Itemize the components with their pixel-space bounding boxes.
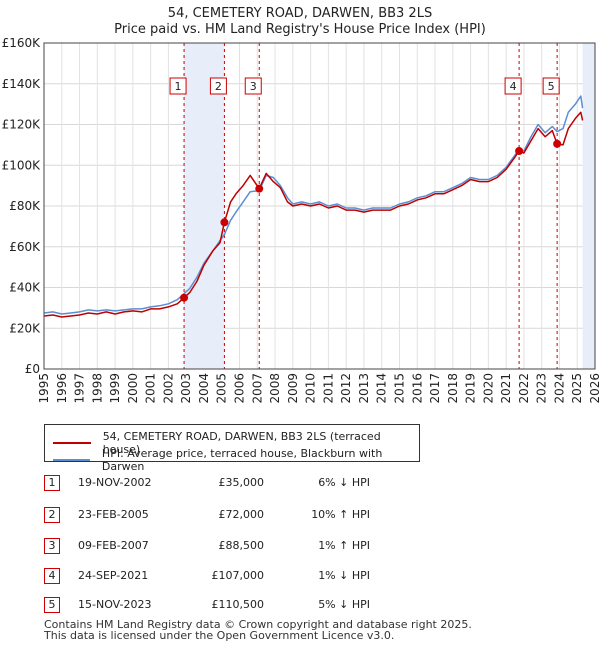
x-tick-label: 2024: [552, 373, 566, 404]
x-tick-label: 2016: [410, 373, 424, 404]
y-tick-label: £120K: [2, 118, 42, 132]
transaction-price: £110,500: [211, 598, 265, 611]
x-tick-label: 2000: [126, 373, 140, 404]
transaction-number-badge: 4: [44, 568, 60, 584]
y-tick-label: £160K: [2, 36, 42, 50]
x-tick-label: 2006: [233, 373, 247, 404]
transaction-hpi-change: 10% ↑ HPI: [311, 508, 370, 521]
legend-swatch-property: [53, 442, 91, 444]
transaction-number-badge: 5: [44, 597, 60, 613]
x-tick-label: 2021: [499, 373, 513, 404]
legend-label-property: 54, CEMETERY ROAD, DARWEN, BB3 2LS (terr…: [102, 430, 381, 456]
transaction-hpi-change: 1% ↓ HPI: [318, 569, 370, 582]
sale-point-4: [515, 146, 524, 155]
transaction-price: £35,000: [218, 476, 265, 489]
x-tick-label: 2014: [375, 373, 389, 404]
transaction-hpi-change: 5% ↓ HPI: [318, 598, 370, 611]
x-tick-label: 2004: [197, 373, 211, 404]
price-chart: 54, CEMETERY ROAD, DARWEN, BB3 2LS Price…: [2, 6, 600, 404]
x-tick-label: 2013: [357, 373, 371, 404]
footer: Contains HM Land Registry data © Crown c…: [44, 619, 472, 641]
transaction-date: 09-FEB-2007: [78, 539, 149, 552]
transaction-number-badge: 2: [44, 507, 60, 523]
sale-point-3: [255, 184, 264, 193]
legend-item-hpi: HPI: Average price, terraced house, Blac…: [53, 447, 419, 473]
y-tick-label: £80K: [9, 199, 41, 213]
y-tick-label: £60K: [9, 240, 41, 254]
x-tick-label: 1999: [108, 373, 122, 404]
sale-marker-label-1: 1: [175, 80, 182, 93]
transaction-price: £72,000: [218, 508, 265, 521]
x-tick-label: 2025: [570, 373, 584, 404]
y-tick-label: £0: [25, 362, 40, 376]
sale-marker-box-2: [209, 77, 227, 95]
footer-licence: This data is licensed under the Open Gov…: [44, 629, 395, 642]
x-tick-label: 2003: [179, 373, 193, 404]
table-row: 4 24-SEP-2021 £107,000 1% ↓ HPI: [0, 568, 420, 588]
x-tick-label: 2023: [535, 373, 549, 404]
transaction-hpi-change: 6% ↓ HPI: [318, 476, 370, 489]
sale-point-5: [553, 139, 562, 148]
x-tick-label: 2022: [517, 373, 531, 404]
transaction-number-badge: 1: [44, 475, 60, 491]
y-tick-label: £40K: [9, 281, 41, 295]
sale-marker-label-4: 4: [510, 80, 517, 93]
x-tick-label: 2002: [161, 373, 175, 404]
y-tick-label: £20K: [9, 321, 41, 335]
transaction-date: 19-NOV-2002: [78, 476, 152, 489]
transaction-date: 24-SEP-2021: [78, 569, 149, 582]
table-row: 2 23-FEB-2005 £72,000 10% ↑ HPI: [0, 507, 420, 527]
transaction-price: £107,000: [211, 569, 265, 582]
x-tick-label: 1998: [90, 373, 104, 404]
x-tick-label: 2009: [286, 373, 300, 404]
y-tick-label: £100K: [2, 158, 42, 172]
chart-subtitle: Price paid vs. HM Land Registry's House …: [114, 22, 486, 37]
sale-marker-label-3: 3: [250, 80, 257, 93]
x-tick-label: 2015: [392, 373, 406, 404]
chart-title: 54, CEMETERY ROAD, DARWEN, BB3 2LS: [168, 6, 432, 21]
chart-legend: 54, CEMETERY ROAD, DARWEN, BB3 2LS (terr…: [44, 424, 420, 473]
x-tick-label: 2007: [250, 373, 264, 404]
x-tick-label: 2019: [464, 373, 478, 404]
x-tick-label: 2010: [304, 373, 318, 404]
transaction-date: 15-NOV-2023: [78, 598, 152, 611]
x-tick-label: 2012: [339, 373, 353, 404]
sale-marker-box-4: [504, 77, 522, 95]
sale-point-1: [180, 293, 189, 302]
x-tick-label: 2005: [215, 373, 229, 404]
sale-marker-label-2: 2: [215, 80, 222, 93]
transaction-date: 23-FEB-2005: [78, 508, 149, 521]
table-row: 1 19-NOV-2002 £35,000 6% ↓ HPI: [0, 475, 420, 495]
plot-frame: [43, 42, 596, 370]
sale-point-2: [220, 218, 229, 227]
x-tick-label: 2001: [144, 373, 158, 404]
x-tick-label: 1996: [55, 373, 69, 404]
footer-copyright: Contains HM Land Registry data © Crown c…: [44, 618, 472, 631]
legend-swatch-hpi: [53, 459, 90, 461]
transaction-hpi-change: 1% ↑ HPI: [318, 539, 370, 552]
x-tick-label: 2018: [446, 373, 460, 404]
x-tick-label: 1995: [37, 373, 51, 404]
x-tick-label: 2026: [588, 373, 600, 404]
sale-marker-box-5: [542, 77, 560, 95]
legend-label-hpi: HPI: Average price, terraced house, Blac…: [101, 447, 383, 473]
highlight-band-5: [582, 43, 595, 369]
sale-marker-box-1: [169, 77, 187, 95]
transaction-number-badge: 3: [44, 538, 60, 554]
table-row: 5 15-NOV-2023 £110,500 5% ↓ HPI: [0, 597, 420, 617]
y-tick-label: £140K: [2, 77, 42, 91]
x-tick-label: 2011: [321, 373, 335, 404]
highlight-band-1: [184, 43, 225, 369]
x-tick-label: 1997: [73, 373, 87, 404]
sale-marker-box-3: [244, 77, 262, 95]
table-row: 3 09-FEB-2007 £88,500 1% ↑ HPI: [0, 538, 420, 558]
x-tick-label: 2008: [268, 373, 282, 404]
x-tick-label: 2017: [428, 373, 442, 404]
x-tick-label: 2020: [481, 373, 495, 404]
transaction-price: £88,500: [218, 539, 265, 552]
sale-marker-label-5: 5: [548, 80, 555, 93]
legend-item-property: 54, CEMETERY ROAD, DARWEN, BB3 2LS (terr…: [53, 430, 419, 456]
